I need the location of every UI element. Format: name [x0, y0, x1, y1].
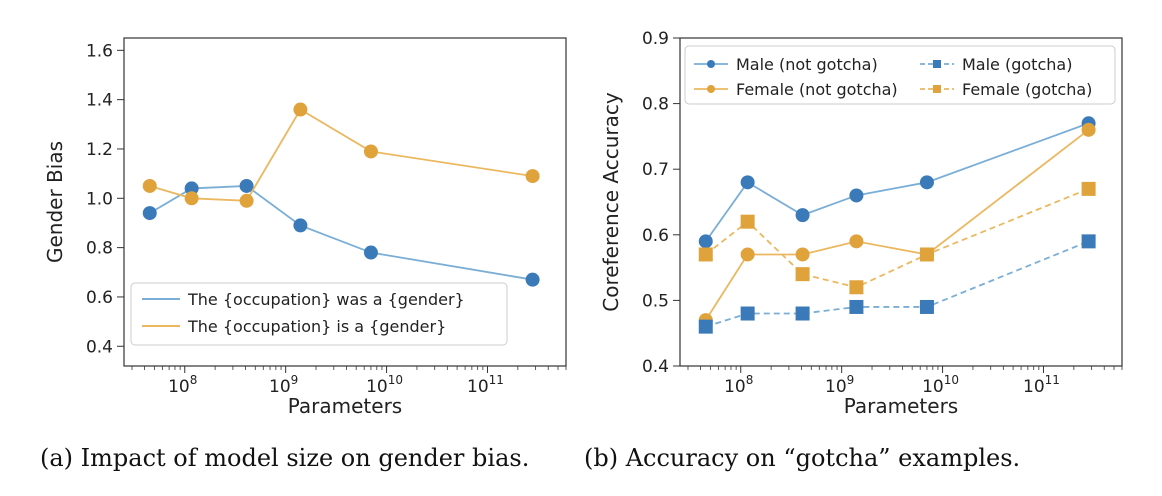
x-tick-label: 1011	[1023, 373, 1060, 397]
x-axis-label: Parameters	[288, 394, 402, 418]
data-point	[795, 267, 810, 282]
legend-label: Female (not gotcha)	[736, 80, 898, 99]
x-tick-label: 1010	[366, 373, 403, 397]
y-tick-label: 1.6	[86, 41, 113, 61]
data-point	[293, 218, 308, 233]
data-point	[795, 306, 810, 321]
data-point	[1081, 122, 1096, 137]
data-point	[698, 319, 713, 334]
data-point	[1081, 181, 1096, 196]
data-point	[740, 247, 755, 262]
x-tick-label: 108	[724, 373, 753, 397]
legend-label: The {occupation} was a {gender}	[187, 290, 465, 309]
y-tick-label: 1.2	[86, 140, 113, 160]
legend-marker	[933, 60, 941, 68]
legend: Male (not gotcha) Female (not gotcha) Male…	[684, 45, 1116, 105]
data-point	[239, 178, 254, 193]
y-axis-label: Coreference Accuracy	[599, 92, 623, 312]
data-point	[849, 280, 864, 295]
data-point	[740, 306, 755, 321]
data-point	[525, 272, 540, 287]
legend-box	[130, 282, 508, 346]
data-point	[849, 188, 864, 203]
chart-gender-bias: 108 109 1010 1011 0.4 0.6 0.8 1.0 1.2 1.4 1.6 Param…	[43, 37, 567, 418]
plot-frame	[679, 37, 1123, 367]
y-tick-label: 1.4	[86, 91, 113, 111]
data-point	[363, 245, 378, 260]
data-point	[184, 191, 199, 206]
y-tick-label: 1.0	[86, 189, 113, 209]
data-point	[293, 102, 308, 117]
y-tick-label: 0.9	[642, 29, 669, 49]
data-point	[795, 247, 810, 262]
legend-label: Female (gotcha)	[962, 80, 1092, 99]
data-point	[142, 206, 157, 221]
x-tick-label: 109	[269, 373, 298, 397]
data-point	[919, 175, 934, 190]
series-line	[705, 129, 1090, 321]
data-point	[740, 214, 755, 229]
y-tick-label: 0.6	[642, 226, 669, 246]
y-tick-label: 0.6	[86, 288, 113, 308]
data-point	[795, 208, 810, 223]
data-point	[184, 181, 199, 196]
data-point	[740, 175, 755, 190]
series-line	[705, 188, 1089, 289]
x-tick-label: 109	[825, 373, 854, 397]
plot-frame	[123, 37, 567, 367]
legend-label: Male (gotcha)	[962, 55, 1072, 74]
x-tick-label: 1010	[922, 373, 959, 397]
y-tick-label: 0.5	[642, 291, 669, 311]
data-point	[239, 193, 254, 208]
data-point	[363, 144, 378, 159]
y-tick-label: 0.4	[86, 337, 113, 357]
series-line	[705, 240, 1089, 328]
y-tick-label: 0.8	[86, 239, 113, 259]
data-point	[919, 299, 934, 314]
legend-marker	[933, 85, 941, 93]
data-point	[1081, 234, 1096, 249]
legend-marker	[707, 60, 715, 68]
x-axis-label: Parameters	[844, 394, 958, 418]
y-axis-label: Gender Bias	[43, 141, 67, 263]
data-point	[698, 234, 713, 249]
series-line	[149, 185, 533, 281]
y-tick-label: 0.7	[642, 160, 669, 180]
legend-label: The {occupation} is a {gender}	[187, 317, 446, 336]
legend-box	[684, 45, 1116, 105]
legend-marker	[707, 85, 715, 93]
data-point	[919, 247, 934, 262]
data-point	[849, 299, 864, 314]
series-line	[705, 122, 1089, 242]
data-point	[142, 178, 157, 193]
chart-coreference-accuracy: 108 109 1010 1011 0.4 0.5 0.6 0.7 0.8 0.9 Paramete…	[599, 29, 1123, 418]
legend-label: Male (not gotcha)	[736, 55, 878, 74]
y-tick-label: 0.8	[642, 95, 669, 115]
legend: The {occupation} was a {gender} The {occu…	[130, 282, 508, 346]
x-tick-label: 108	[168, 373, 197, 397]
data-point	[525, 169, 540, 184]
x-tick-label: 1011	[467, 373, 504, 397]
y-tick-label: 0.4	[642, 357, 669, 377]
data-point	[698, 247, 713, 262]
data-point	[849, 234, 864, 249]
series-line	[149, 108, 533, 202]
caption-b: (b) Accuracy on “gotcha” examples.	[584, 444, 1020, 472]
caption-a: (a) Impact of model size on gender bias.	[40, 444, 529, 472]
